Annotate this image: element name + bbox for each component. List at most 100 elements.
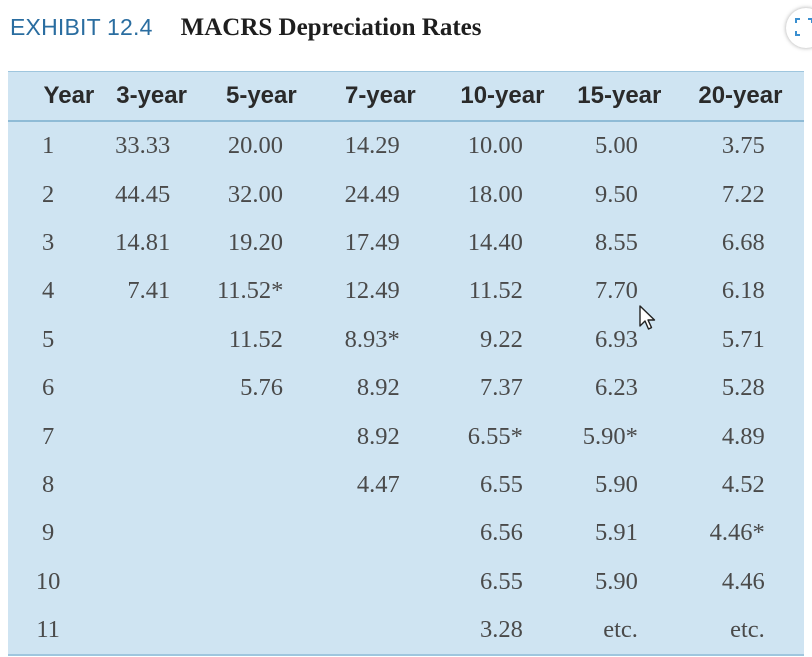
table-row: 10 6.55 5.90 4.46 xyxy=(8,558,804,606)
year-cell: 3 xyxy=(42,228,55,256)
rate-value: 44.45 xyxy=(115,180,171,208)
rate-value: 18.00 xyxy=(467,180,523,208)
rate-cell xyxy=(98,364,205,412)
rate-cell: 8.55 xyxy=(562,219,677,267)
rate-cell: 5.90 xyxy=(562,461,677,509)
column-header: 10-year xyxy=(442,72,562,122)
rate-value: 7.37 xyxy=(480,374,523,402)
rate-cell: 9.22 xyxy=(443,316,562,364)
rate-cell xyxy=(205,606,318,654)
rate-value: 4.89 xyxy=(721,422,765,450)
rate-value: 4.52 xyxy=(721,470,765,498)
exhibit-header: EXHIBIT 12.4 MACRS Depreciation Rates xyxy=(10,14,482,50)
rate-cell: 5.71 xyxy=(677,316,804,364)
rate-value: 9.50 xyxy=(595,180,638,208)
rate-cell: 7.37 xyxy=(443,364,562,412)
rate-value: 8.92 xyxy=(356,374,400,402)
year-cell: 1 xyxy=(42,132,55,160)
rate-value: 14.40 xyxy=(467,228,523,256)
rate-cell: 4.47 xyxy=(318,461,443,509)
rate-cell: 12.49 xyxy=(318,267,443,315)
rate-value: 7.22 xyxy=(721,180,765,208)
rate-cell: 4.52 xyxy=(677,461,804,509)
rate-cell xyxy=(205,558,318,606)
table-panel: Year 3-year 5-year 7-year 10-year 15-year 20-y… xyxy=(8,71,804,656)
rate-cell: 6.93 xyxy=(562,316,677,364)
rate-value: 4.46* xyxy=(709,519,765,547)
rate-value: 5.00 xyxy=(595,132,638,160)
rate-cell xyxy=(98,509,205,557)
table-row: 3 14.81 19.20 17.49 14.40 8.55 6.68 xyxy=(8,219,804,267)
rate-value: 4.47 xyxy=(356,470,400,498)
rate-value: etc. xyxy=(603,616,638,644)
rate-cell: 24.49 xyxy=(318,170,443,218)
rate-cell: 4.46* xyxy=(677,509,804,557)
rate-value: 6.68 xyxy=(721,228,765,256)
year-cell: 5 xyxy=(42,325,55,353)
rate-cell: 19.20 xyxy=(205,219,318,267)
table-row: 7 8.92 6.55* 5.90* 4.89 xyxy=(8,412,804,460)
table-row: 4 7.41 11.52* 12.49 11.52 7.70 6.18 xyxy=(8,267,804,315)
rate-value: 24.49 xyxy=(344,180,400,208)
year-cell: 9 xyxy=(42,519,55,547)
rate-cell: 7.41 xyxy=(98,267,205,315)
rate-value: 14.81 xyxy=(115,228,171,256)
screen-capture-icon[interactable] xyxy=(786,8,812,48)
rate-value: 5.76 xyxy=(240,374,283,402)
rate-value: 5.90 xyxy=(595,470,638,498)
rate-cell xyxy=(318,558,443,606)
rate-cell: 6.68 xyxy=(677,219,804,267)
rate-cell: etc. xyxy=(562,606,677,654)
rate-cell: 7.22 xyxy=(677,170,804,218)
column-header: 20-year xyxy=(676,72,804,122)
rate-value: 10.00 xyxy=(467,132,523,160)
table-row: 2 44.45 32.00 24.49 18.00 9.50 7.22 xyxy=(8,170,804,218)
rate-cell: etc. xyxy=(677,606,804,654)
column-header: 15-year xyxy=(561,72,677,122)
rate-value: 11.52 xyxy=(228,325,283,353)
rate-value: 12.49 xyxy=(344,277,400,305)
rate-cell: 14.29 xyxy=(318,121,443,170)
rate-value: 5.28 xyxy=(721,374,765,402)
column-header: 7-year xyxy=(317,72,443,122)
rate-cell: 5.91 xyxy=(562,509,677,557)
rate-cell xyxy=(98,558,205,606)
rate-cell: 14.81 xyxy=(98,219,205,267)
rate-cell: 44.45 xyxy=(98,170,205,218)
rate-cell: 14.40 xyxy=(443,219,562,267)
rate-cell xyxy=(98,606,205,654)
rate-value: 8.93* xyxy=(344,325,400,353)
macrs-rates-table: Year 3-year 5-year 7-year 10-year 15-year 20-y… xyxy=(8,72,804,654)
rate-value: 3.28 xyxy=(480,616,523,644)
table-row: 5 11.52 8.93* 9.22 6.93 5.71 xyxy=(8,316,804,364)
rate-value: 4.46 xyxy=(721,567,765,595)
rate-value: etc. xyxy=(730,616,765,644)
table-row: 6 5.76 8.92 7.37 6.23 5.28 xyxy=(8,364,804,412)
rate-value: 32.00 xyxy=(227,180,283,208)
rate-cell: 5.90 xyxy=(562,558,677,606)
rate-cell xyxy=(98,461,205,509)
rate-cell: 8.93* xyxy=(318,316,443,364)
rate-value: 14.29 xyxy=(344,132,400,160)
rate-value: 3.75 xyxy=(721,132,765,160)
rate-value: 11.52* xyxy=(216,277,284,305)
year-cell: 6 xyxy=(42,374,55,402)
rate-cell: 6.23 xyxy=(562,364,677,412)
rate-cell: 33.33 xyxy=(98,121,205,170)
rate-cell xyxy=(98,412,205,460)
rate-value: 7.41 xyxy=(127,277,171,305)
rate-value: 6.55 xyxy=(480,470,523,498)
rate-value: 6.93 xyxy=(595,325,638,353)
rate-value: 5.90* xyxy=(582,422,638,450)
column-header: 5-year xyxy=(204,72,318,122)
rate-cell: 4.89 xyxy=(677,412,804,460)
rate-value: 6.55 xyxy=(480,567,523,595)
year-cell: 7 xyxy=(42,422,55,450)
rate-value: 5.90 xyxy=(595,567,638,595)
table-row: 8 4.47 6.55 5.90 4.52 xyxy=(8,461,804,509)
rate-cell: 20.00 xyxy=(205,121,318,170)
table-header-row: Year 3-year 5-year 7-year 10-year 15-year 20-y… xyxy=(8,72,804,122)
year-cell: 8 xyxy=(42,470,55,498)
rate-cell: 8.92 xyxy=(318,364,443,412)
rate-value: 8.55 xyxy=(595,228,638,256)
